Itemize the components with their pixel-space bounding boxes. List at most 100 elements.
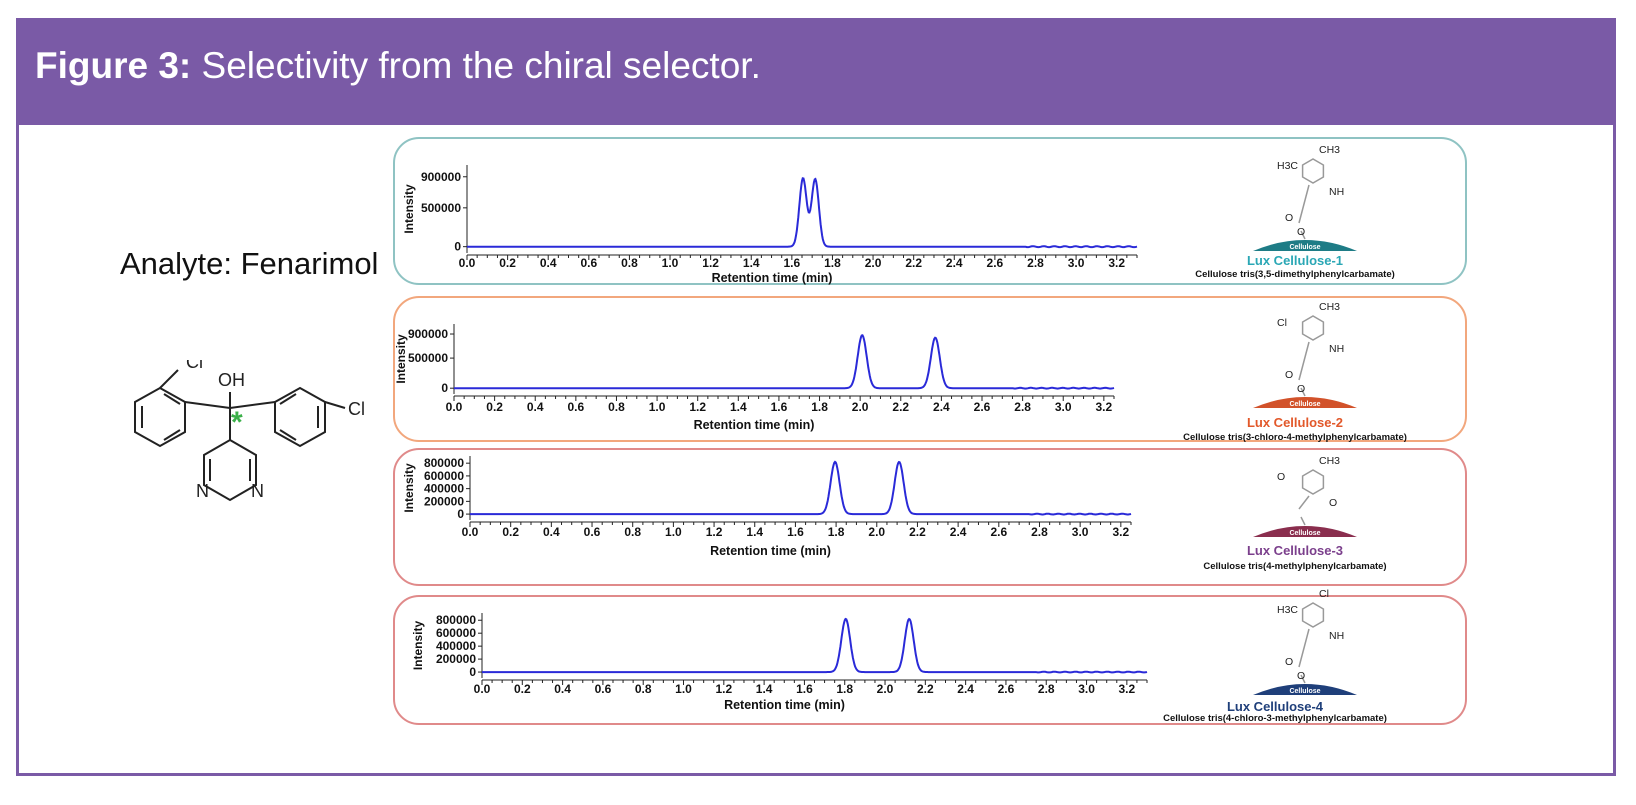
x-tick-label: 2.2 (909, 525, 926, 539)
x-tick-label: 2.4 (957, 682, 974, 696)
atom-oh: OH (218, 370, 245, 390)
y-tick-label: 800000 (424, 456, 464, 470)
x-tick-label: 0.2 (486, 400, 503, 414)
x-tick-label: 2.6 (998, 682, 1015, 696)
cellulose-support (1253, 397, 1357, 408)
x-tick-label: 3.2 (1112, 525, 1129, 539)
analyte-label: Analyte: Fenarimol (120, 246, 379, 281)
carbamate-bond (1298, 341, 1310, 381)
cellulose-support (1253, 526, 1357, 537)
x-axis-label: Retention time (min) (712, 271, 833, 285)
y-tick-label: 400000 (424, 482, 464, 496)
y-tick-label: 800000 (436, 613, 476, 627)
pyrimidine-ring (203, 438, 257, 502)
carbamate-bond (1298, 495, 1310, 510)
chromatogram-trace (467, 177, 1138, 249)
x-tick-label: 1.4 (756, 682, 773, 696)
substituent-label: H3C (1277, 160, 1298, 172)
chromatogram-3: 0.0 0.2 0.4 0.6 0.8 1.0 1.2 1.4 1.6 1.8 2.0 2.2 2.4 2… (402, 455, 1357, 558)
linker-bond (1300, 387, 1306, 397)
substituent-label: NH (1329, 343, 1344, 355)
linker-bond (1300, 516, 1306, 526)
x-tick-label: 2.8 (1027, 256, 1044, 270)
substituent-label: O (1285, 369, 1293, 381)
x-tick-label: 1.4 (743, 256, 760, 270)
y-tick-label: 900000 (421, 170, 461, 184)
x-tick-label: 1.0 (649, 400, 666, 414)
x-tick-label: 1.2 (715, 682, 732, 696)
x-tick-label: 0.6 (568, 400, 585, 414)
x-tick-label: 0.0 (474, 682, 491, 696)
x-tick-label: 0.8 (621, 256, 638, 270)
y-tick-label: 400000 (436, 639, 476, 653)
substituent-label: CH3 (1319, 455, 1340, 467)
x-tick-label: 1.6 (784, 256, 801, 270)
x-tick-label: 1.4 (730, 400, 747, 414)
chiral-center-marker: * (231, 406, 243, 439)
x-tick-label: 2.0 (865, 256, 882, 270)
substituent-label: Cl (1277, 317, 1287, 329)
y-tick-label: 200000 (436, 652, 476, 666)
x-tick-label: 2.4 (946, 256, 963, 270)
x-tick-label: 0.4 (540, 256, 557, 270)
substituent-label: O (1277, 471, 1285, 483)
linker-bond (1300, 230, 1306, 240)
chromatogram-trace (470, 460, 1132, 516)
cellulose-support (1253, 240, 1357, 251)
x-tick-label: 2.4 (933, 400, 950, 414)
atom-n-right: N (251, 481, 264, 501)
atom-n-left: N (196, 481, 209, 501)
substituent-label: O (1297, 670, 1305, 682)
x-tick-label: 2.0 (877, 682, 894, 696)
fenarimol-structure: Cl OH Cl N N * (134, 360, 365, 502)
x-tick-label: 0.8 (608, 400, 625, 414)
x-tick-label: 2.6 (974, 400, 991, 414)
chromatogram-2: 0.0 0.2 0.4 0.6 0.8 1.0 1.2 1.4 1.6 1.8 2.0 2.2 2.4 2… (394, 301, 1357, 432)
chromatogram-panel-2: 0.0 0.2 0.4 0.6 0.8 1.0 1.2 1.4 1.6 1.8 2.0 2.2 2.4 2… (393, 296, 1467, 443)
y-axis-label: Intensity (411, 621, 425, 671)
x-tick-label: 2.2 (892, 400, 909, 414)
x-tick-label: 2.4 (950, 525, 967, 539)
column-description-1: Cellulose tris(3,5-dimethylphenylcarbama… (1195, 269, 1395, 280)
y-tick-label: 0 (454, 240, 461, 254)
carbamate-bond (1298, 184, 1310, 224)
x-tick-label: 1.6 (771, 400, 788, 414)
phenyl-ring (1301, 602, 1325, 628)
x-tick-label: 0.2 (499, 256, 516, 270)
substituent-label: O (1285, 212, 1293, 224)
chromatogram-panel-3: 0.0 0.2 0.4 0.6 0.8 1.0 1.2 1.4 1.6 1.8 2.0 2.2 2.4 2… (393, 448, 1467, 586)
x-tick-label: 2.8 (1031, 525, 1048, 539)
x-tick-label: 0.0 (459, 256, 476, 270)
x-axis-label: Retention time (min) (694, 418, 815, 432)
x-tick-label: 0.4 (554, 682, 571, 696)
x-tick-label: 2.6 (987, 256, 1004, 270)
substituent-label: CH3 (1319, 301, 1340, 313)
phenyl-ring (1301, 469, 1325, 495)
y-axis-label: Intensity (394, 334, 408, 384)
substituent-label: NH (1329, 630, 1344, 642)
x-tick-label: 1.2 (689, 400, 706, 414)
y-axis-label: Intensity (402, 184, 416, 234)
x-tick-label: 1.2 (706, 525, 723, 539)
x-tick-label: 0.8 (624, 525, 641, 539)
x-tick-label: 3.0 (1068, 256, 1085, 270)
x-tick-label: 0.6 (595, 682, 612, 696)
column-description-2: Cellulose tris(3-chloro-4-methylphenylca… (1183, 432, 1407, 443)
selector-structure: Cellulose Cl H3C NH OO (1253, 588, 1357, 695)
substituent-label: O (1297, 383, 1305, 395)
column-name-4: Lux Cellulose-4 (1226, 699, 1324, 714)
x-tick-label: 1.0 (662, 256, 679, 270)
figure-header: Figure 3: Selectivity from the chiral se… (19, 21, 1613, 125)
cellulose-support-label: Cellulose (1289, 401, 1320, 408)
x-tick-label: 1.8 (828, 525, 845, 539)
y-tick-label: 600000 (424, 469, 464, 483)
x-tick-label: 2.2 (905, 256, 922, 270)
cellulose-support-label: Cellulose (1289, 530, 1320, 537)
x-tick-label: 3.0 (1055, 400, 1072, 414)
substituent-label: Cl (1319, 588, 1329, 600)
x-tick-label: 3.2 (1119, 682, 1136, 696)
substituent-label: O (1329, 497, 1337, 509)
y-tick-label: 500000 (408, 351, 448, 365)
x-tick-label: 2.6 (990, 525, 1007, 539)
phenyl-ring (1301, 315, 1325, 341)
